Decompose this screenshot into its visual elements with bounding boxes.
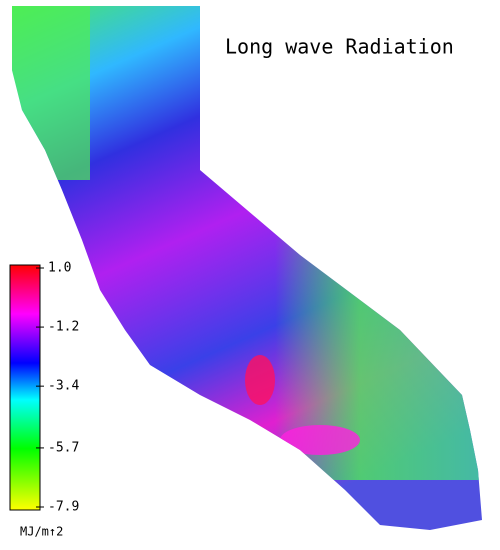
map-title: Long wave Radiation [225,35,454,59]
tick-label: -3.4 [48,379,79,394]
tick-label: -7.9 [48,500,79,515]
colorbar [9,264,41,511]
colorbar-unit: MJ/m↑2 [20,525,63,539]
colorbar-ticks: 1.0 -1.2 -3.4 -5.7 -7.9 [36,261,79,515]
tick-label: 1.0 [48,261,71,276]
tick-label: -5.7 [48,440,79,455]
tick-label: -1.2 [48,320,79,335]
